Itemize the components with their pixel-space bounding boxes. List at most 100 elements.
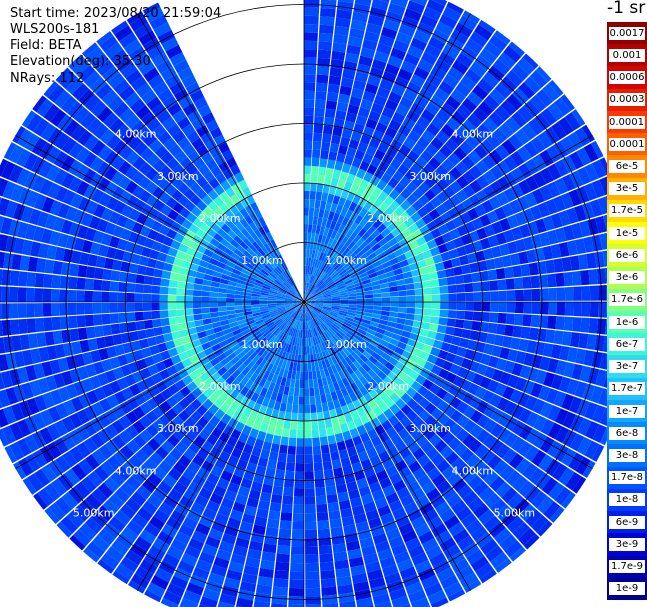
range-gate	[34, 394, 48, 412]
range-gate	[420, 273, 431, 282]
range-gate	[328, 442, 339, 453]
range-gate	[330, 58, 344, 69]
range-gate	[354, 0, 372, 7]
range-gate	[198, 164, 211, 176]
range-gate	[335, 407, 344, 417]
range-gate	[423, 427, 436, 441]
range-gate	[314, 199, 321, 209]
range-gate	[338, 144, 348, 155]
range-gate	[57, 386, 71, 402]
range-gate	[260, 449, 270, 460]
range-gate	[311, 345, 316, 355]
range-gate	[166, 365, 178, 376]
range-gate	[315, 495, 327, 505]
range-gate	[334, 25, 350, 37]
range-gate	[479, 213, 492, 227]
range-gate	[67, 101, 84, 119]
range-gate	[237, 231, 247, 241]
range-gate	[464, 283, 474, 293]
range-gate	[273, 257, 281, 266]
range-gate	[116, 377, 129, 391]
range-gate	[449, 180, 463, 194]
range-gate	[372, 374, 383, 385]
range-gate	[479, 569, 497, 584]
range-gate	[338, 448, 349, 460]
range-gate	[590, 385, 604, 404]
range-gate	[454, 202, 467, 216]
range-gate	[431, 473, 447, 488]
range-gate	[545, 329, 556, 344]
range-gate	[108, 493, 125, 510]
range-gate	[346, 173, 356, 184]
range-gate	[392, 507, 407, 520]
range-gate	[214, 348, 224, 357]
range-gate	[443, 581, 463, 597]
range-gate	[43, 273, 53, 288]
range-gate	[314, 361, 320, 371]
range-gate	[226, 157, 238, 169]
range-gate	[434, 439, 448, 453]
range-gate	[77, 129, 93, 147]
ray	[306, 124, 595, 301]
range-gate	[31, 175, 46, 193]
range-gate	[341, 337, 350, 346]
range-gate	[267, 323, 276, 330]
range-gate	[351, 258, 361, 267]
range-gate	[489, 302, 499, 313]
range-gate	[367, 14, 385, 27]
range-gate	[230, 379, 240, 389]
range-gate	[299, 338, 302, 347]
range-gate	[329, 312, 338, 318]
range-gate	[388, 499, 403, 513]
range-gate	[357, 450, 369, 462]
range-gate	[473, 24, 493, 41]
range-gate	[315, 487, 326, 497]
range-gate	[308, 283, 313, 292]
range-gate	[322, 306, 332, 310]
range-gate	[547, 405, 561, 422]
range-gate	[555, 360, 567, 376]
range-gate	[0, 234, 9, 252]
range-gate	[224, 489, 237, 502]
range-gate	[260, 289, 270, 294]
range-gate	[335, 280, 345, 287]
range-gate	[37, 377, 50, 394]
range-gate	[378, 356, 388, 366]
range-gate	[209, 286, 219, 293]
range-gate	[498, 52, 516, 70]
range-gate	[542, 83, 560, 102]
range-gate	[202, 279, 212, 287]
range-gate	[259, 422, 269, 433]
range-gate	[448, 437, 462, 451]
range-gate	[496, 160, 511, 176]
range-gate	[93, 361, 105, 375]
range-gate	[508, 453, 524, 470]
ray	[21, 110, 302, 301]
range-gate	[108, 516, 126, 533]
range-gate	[472, 282, 482, 292]
range-gate	[300, 329, 303, 339]
range-gate	[449, 228, 461, 240]
range-gate	[307, 232, 312, 242]
range-gate	[286, 269, 292, 278]
range-gate	[430, 228, 442, 239]
range-gate	[345, 316, 354, 323]
range-gate	[353, 246, 362, 256]
range-gate	[155, 232, 166, 244]
range-gate	[262, 233, 271, 244]
range-gate	[271, 374, 279, 384]
range-gate	[389, 392, 401, 404]
range-gate	[459, 140, 474, 155]
range-gate	[26, 303, 35, 318]
range-gate	[345, 112, 358, 123]
range-gate	[401, 529, 418, 543]
range-gate	[172, 428, 186, 441]
range-gate	[245, 334, 255, 343]
range-gate	[484, 366, 496, 379]
range-gate	[136, 485, 152, 500]
range-gate	[518, 179, 532, 195]
range-gate	[130, 253, 141, 265]
range-gate	[112, 334, 123, 346]
range-gate	[391, 83, 406, 97]
range-gate	[101, 89, 118, 106]
